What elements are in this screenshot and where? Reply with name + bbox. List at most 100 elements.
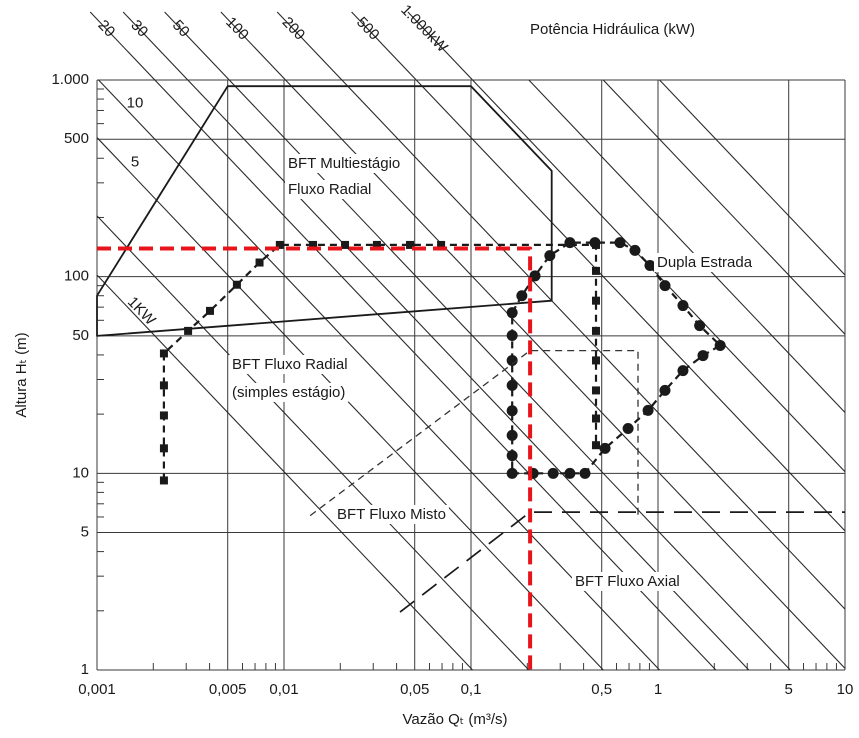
annotation: (simples estágio): [232, 384, 345, 401]
square-marker: [159, 381, 168, 390]
circle-marker: [677, 300, 689, 312]
power-line: [89, 11, 717, 671]
square-marker: [591, 326, 600, 335]
power-label: 10: [127, 94, 144, 111]
circle-marker: [629, 244, 641, 256]
label-background: [285, 153, 404, 173]
annotations: BFT Multiestágio Fluxo Radial Dupla Estr…: [229, 153, 756, 591]
square-marker: [591, 356, 600, 365]
square-marker: [591, 266, 600, 275]
y-tick-label: 1.000: [51, 71, 89, 88]
x-axis-label: Vazão Qₜ (m³/s): [403, 711, 508, 728]
series-line: [97, 246, 533, 670]
square-marker: [341, 240, 350, 249]
circle-marker: [547, 467, 559, 479]
circle-marker: [506, 429, 518, 441]
square-marker: [232, 280, 241, 289]
circle-marker: [622, 423, 634, 435]
circle-marker: [694, 320, 706, 332]
circle-marker: [564, 237, 576, 249]
y-tick-label: 50: [72, 327, 89, 344]
label-background: [229, 354, 351, 374]
label-background: [229, 382, 349, 402]
circle-marker: [544, 250, 556, 262]
power-label: 1KW: [124, 294, 159, 330]
y-axis-label: Altura Hₜ (m): [13, 332, 30, 417]
annotation: Fluxo Radial: [288, 181, 371, 198]
circle-marker: [516, 290, 528, 302]
x-tick-label: 5: [785, 681, 793, 698]
circle-marker: [677, 365, 689, 377]
power-line: [220, 11, 846, 669]
x-tick-label: 0,05: [400, 681, 429, 698]
power-label: 1.000kW: [397, 1, 451, 56]
annotation: BFT Fluxo Misto: [337, 506, 446, 523]
annotation: BFT Fluxo Axial: [575, 573, 680, 590]
circle-marker: [714, 339, 726, 351]
series-line: [399, 511, 845, 613]
circle-marker: [642, 404, 654, 416]
label-background: [334, 504, 449, 524]
power-line: [659, 79, 846, 276]
annotation: Dupla Estrada: [657, 254, 753, 271]
circle-marker: [659, 280, 671, 292]
circle-marker: [506, 330, 518, 342]
label-background: [572, 571, 683, 591]
circle-marker: [697, 350, 709, 362]
square-marker: [591, 414, 600, 423]
label-background: [654, 252, 756, 272]
power-line: [96, 137, 604, 671]
power-line: [164, 11, 791, 671]
power-line: [122, 11, 750, 671]
square-marker: [406, 240, 415, 249]
y-tick-label: 5: [81, 524, 89, 541]
circle-marker: [506, 307, 518, 319]
y-tick-label: 500: [64, 130, 89, 147]
x-tick-label: 1: [654, 681, 662, 698]
annotation: BFT Fluxo Radial: [232, 356, 348, 373]
y-tick-label: 10: [72, 464, 89, 481]
label-background: [285, 179, 375, 199]
circle-marker: [614, 237, 626, 249]
square-marker: [591, 441, 600, 450]
square-marker: [159, 349, 168, 358]
chart-title: Potência Hidráulica (kW): [530, 21, 695, 38]
annotation: BFT Multiestágio: [288, 155, 400, 172]
square-marker: [159, 411, 168, 420]
circle-marker: [506, 379, 518, 391]
power-line: [407, 11, 846, 473]
circle-marker: [506, 405, 518, 417]
circle-marker: [506, 467, 518, 479]
power-label: 5: [131, 153, 139, 170]
power-line: [276, 11, 846, 610]
x-tick-label: 10: [837, 681, 854, 698]
power-line: [602, 79, 846, 335]
square-marker: [159, 476, 168, 485]
square-marker: [205, 306, 214, 315]
series-line: [309, 349, 639, 520]
square-marker: [372, 240, 381, 249]
square-marker: [309, 240, 318, 249]
circle-marker: [564, 467, 576, 479]
square-marker: [591, 296, 600, 305]
x-tick-label: 0,1: [461, 681, 482, 698]
series-line: [96, 85, 553, 337]
square-marker: [275, 240, 284, 249]
square-marker: [255, 258, 264, 267]
circle-marker: [659, 384, 671, 396]
series-line: [511, 241, 722, 475]
x-tick-label: 0,5: [591, 681, 612, 698]
square-marker: [184, 326, 193, 335]
circle-marker: [589, 237, 601, 249]
circle-marker: [506, 354, 518, 366]
circle-marker: [644, 259, 656, 271]
circle-marker: [579, 467, 591, 479]
x-tick-label: 0,005: [209, 681, 247, 698]
circle-marker: [529, 270, 541, 282]
x-tick-label: 0,001: [78, 681, 116, 698]
x-tick-label: 0,01: [269, 681, 298, 698]
power-line: [96, 215, 530, 671]
power-line: [528, 79, 846, 413]
